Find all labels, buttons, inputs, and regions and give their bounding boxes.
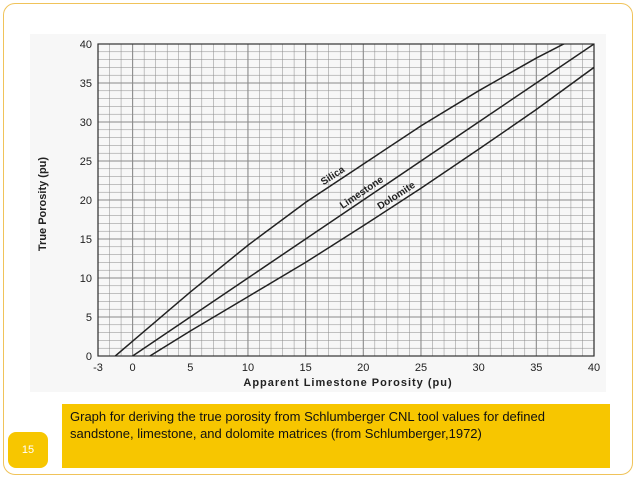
y-tick-label: 20 [80,195,92,207]
x-tick-label: -3 [93,362,103,374]
series-line-silica [114,44,566,356]
y-tick-label: 35 [80,78,92,90]
y-tick-label: 10 [80,273,92,285]
y-tick-label: 5 [86,312,92,324]
x-tick-label: 15 [300,362,312,374]
y-tick-label: 0 [86,351,92,363]
series-line-limestone [132,44,594,356]
x-tick-label: 30 [473,362,485,374]
y-axis-label: True Porosity (pu) [37,157,49,251]
slide-number: 15 [8,432,48,468]
figure-caption: Graph for deriving the true porosity fro… [62,404,610,468]
porosity-chart: -3 0 5 10 15 20 25 30 35 40 0 5 10 15 20 25 30 35 40 Silic… [30,34,606,392]
y-tick-label: 30 [80,117,92,129]
x-tick-label: 10 [242,362,254,374]
y-tick-label: 15 [80,234,92,246]
x-axis-label: Apparent Limestone Porosity (pu) [243,377,452,389]
x-tick-label: 0 [130,362,136,374]
series-line-dolomite [149,66,594,356]
y-tick-label: 25 [80,156,92,168]
x-tick-label: 35 [530,362,542,374]
chart-axes [97,43,595,357]
x-tick-label: 25 [415,362,427,374]
x-tick-label: 5 [187,362,193,374]
x-tick-label: 20 [357,362,369,374]
y-tick-label: 40 [80,39,92,51]
plot-frame [97,43,595,357]
x-tick-label: 40 [588,362,600,374]
